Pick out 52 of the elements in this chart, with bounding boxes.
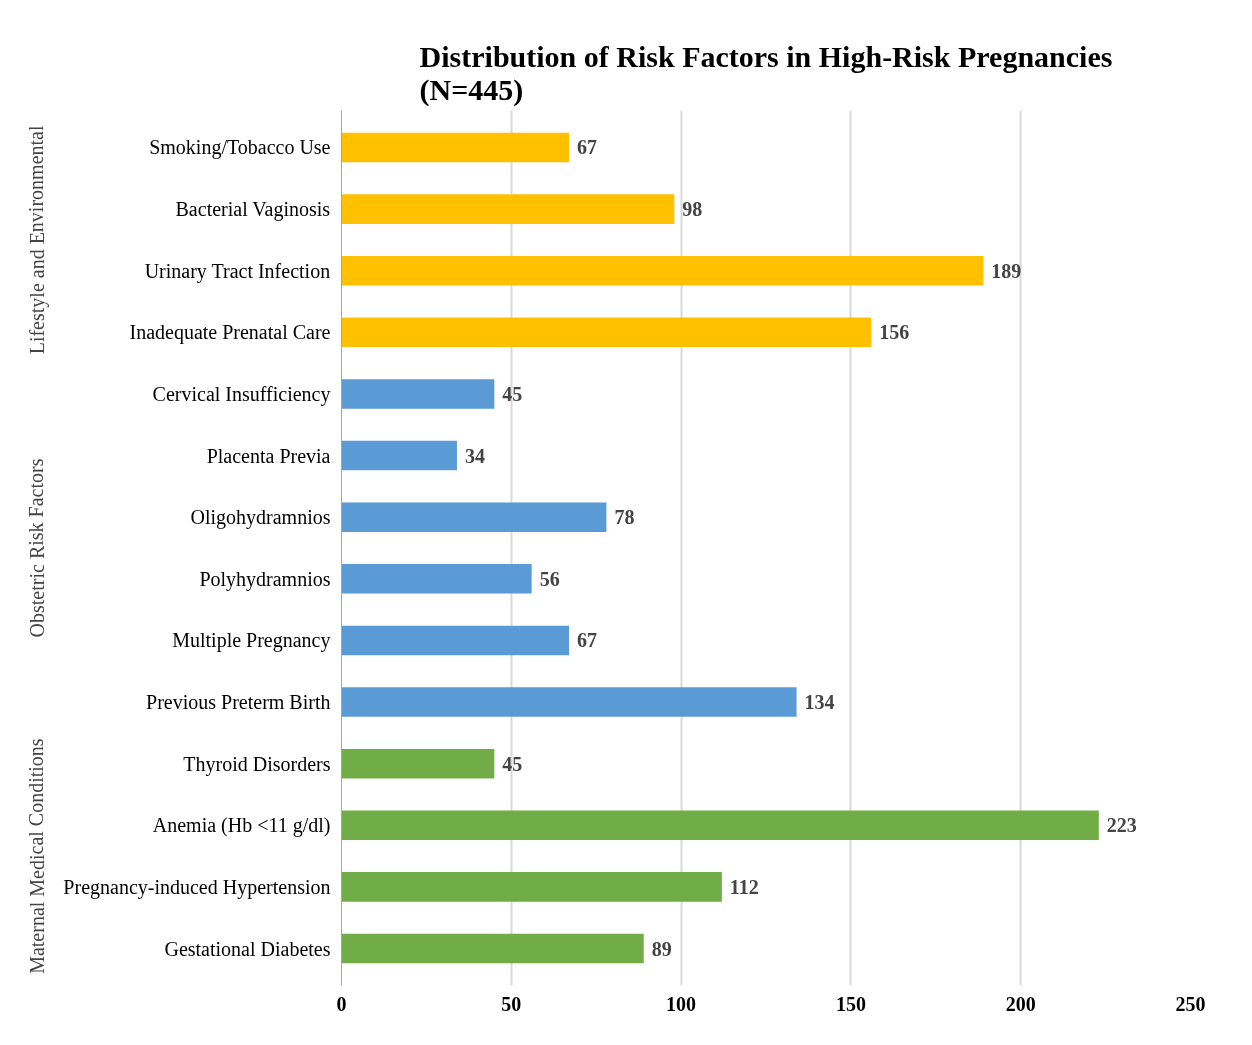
y-tick-label: Previous Preterm Birth	[146, 691, 331, 714]
x-tick-label: 150	[835, 992, 866, 1015]
data-label: 67	[577, 136, 598, 159]
x-tick-label: 50	[501, 992, 522, 1015]
bar	[341, 933, 644, 964]
y-tick-label: Urinary Tract Infection	[144, 259, 331, 283]
data-label: 189	[991, 259, 1022, 282]
data-label: 56	[539, 567, 560, 590]
data-label: 156	[879, 321, 910, 344]
data-label: 112	[729, 875, 759, 898]
data-label: 34	[464, 444, 485, 467]
data-label: 45	[502, 382, 523, 405]
y-tick-label: Placenta Previa	[206, 444, 331, 467]
bar	[341, 379, 495, 409]
bar	[341, 132, 570, 163]
y-tick-label: Multiple Pregnancy	[172, 629, 331, 653]
data-label: 78	[614, 506, 635, 529]
bar	[341, 748, 495, 779]
y-tick-label: Cervical Insufficiency	[152, 382, 331, 406]
bar	[341, 317, 872, 348]
bar	[341, 440, 457, 471]
data-label: 98	[682, 198, 703, 221]
bar	[341, 625, 570, 656]
x-tick-label: 250	[1175, 992, 1206, 1015]
text: Lifestyle and Environmental	[25, 125, 49, 355]
y-tick-label: Pregnancy-induced Hypertension	[63, 875, 331, 899]
y-tick-label: Gestational Diabetes	[164, 937, 331, 960]
y-tick-label: Inadequate Prenatal Care	[129, 321, 331, 345]
y-tick-label: Thyroid Disorders	[183, 752, 331, 776]
bar	[341, 687, 797, 717]
bar	[341, 564, 532, 594]
y-tick-label: Anemia (Hb <11 g/dl)	[152, 814, 331, 838]
text: Obstetric Risk Factors	[25, 458, 48, 638]
y-tick-label: Oligohydramnios	[190, 506, 331, 530]
y-tick-label: Polyhydramnios	[199, 567, 331, 591]
bar	[341, 194, 675, 224]
bar	[341, 810, 1099, 841]
data-label: 67	[577, 629, 598, 652]
data-label: 223	[1106, 814, 1137, 837]
bar	[341, 502, 607, 532]
data-label: 89	[651, 937, 672, 960]
chart-title: Distribution of Risk Factors in High-Risk Pregnancies (N=445)	[419, 39, 1113, 107]
y-tick-label: Smoking/Tobacco Use	[149, 136, 331, 160]
data-label: 45	[502, 752, 523, 775]
text: Maternal Medical Conditions	[25, 738, 48, 974]
bar	[341, 872, 722, 902]
bar	[341, 255, 984, 286]
data-label: 134	[804, 691, 835, 714]
x-tick-label: 100	[666, 992, 697, 1015]
y-tick-label: Bacterial Vaginosis	[175, 198, 331, 222]
x-tick-label: 200	[1005, 992, 1036, 1015]
x-tick-label: 0	[336, 992, 347, 1015]
